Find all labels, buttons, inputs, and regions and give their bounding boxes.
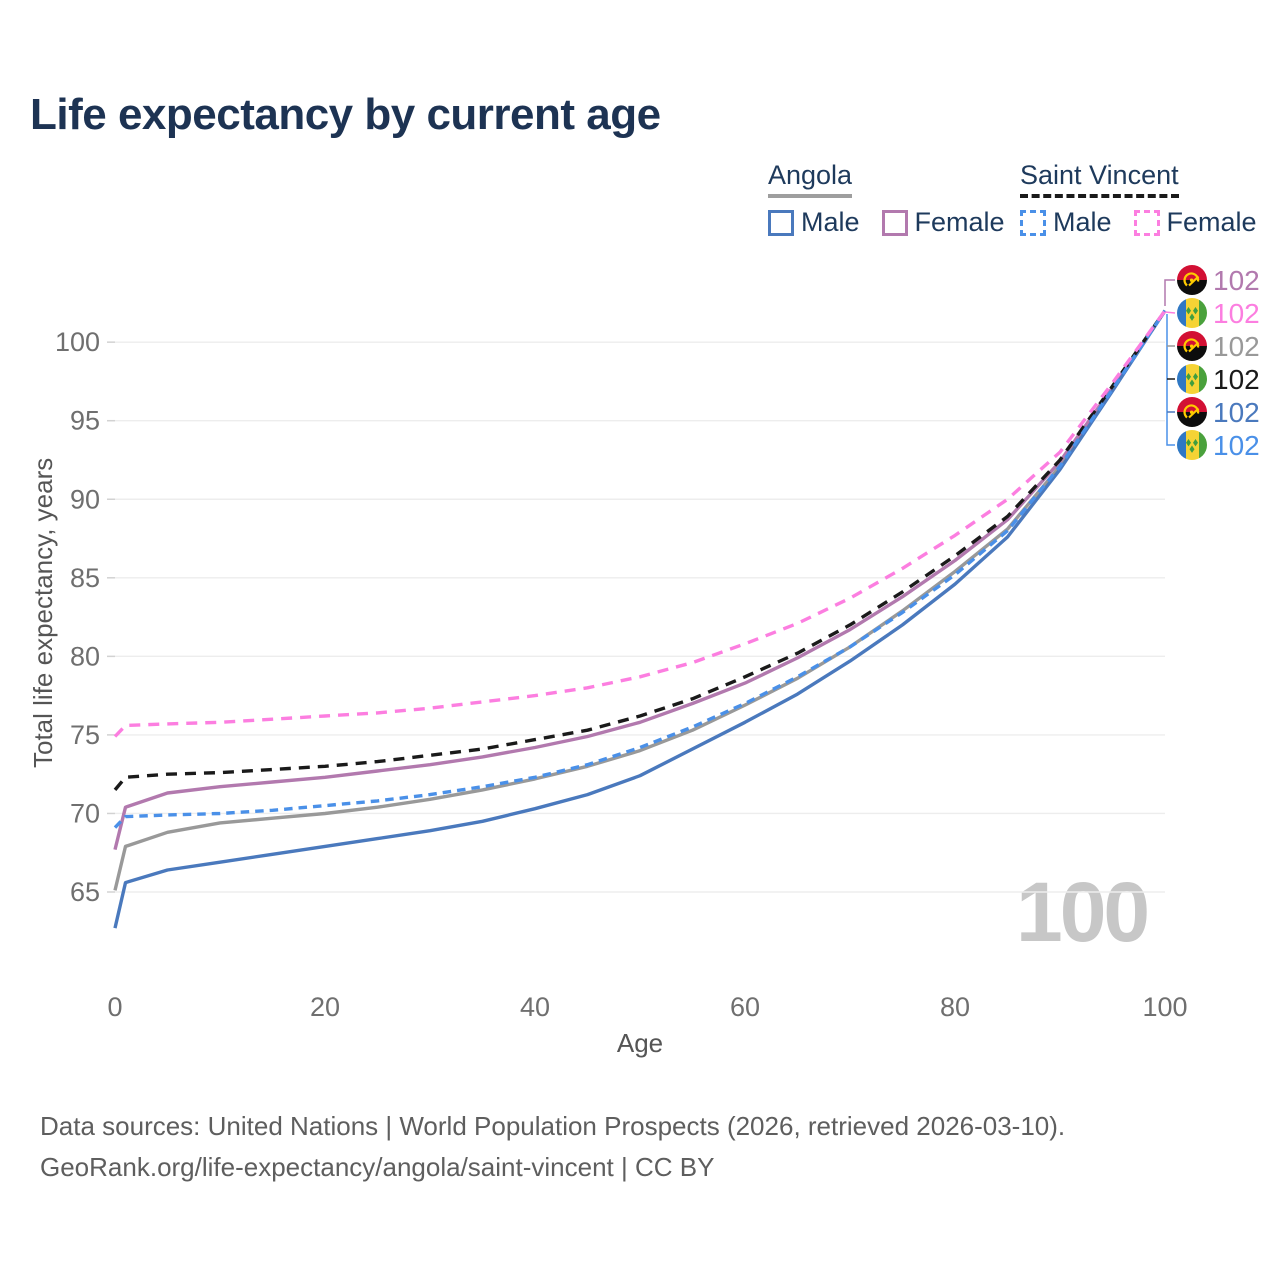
series-line-angola-male[interactable] bbox=[113, 309, 1167, 929]
series-line-angola[interactable] bbox=[113, 309, 1167, 891]
end-value-label-saint-vincent-female: 102 bbox=[1213, 298, 1260, 329]
legend-country-saint-vincent[interactable]: Saint Vincent bbox=[1020, 160, 1179, 198]
angola-flag-icon bbox=[1177, 397, 1207, 427]
page-title: Life expectancy by current age bbox=[30, 90, 661, 139]
x-tick-label: 0 bbox=[107, 992, 122, 1022]
angola-flag-icon bbox=[1177, 331, 1207, 361]
angola-female-swatch-icon bbox=[881, 209, 908, 236]
legend-item-angola-female[interactable]: Female bbox=[881, 207, 1005, 238]
legend-item-saint-vincent-female[interactable]: Female bbox=[1133, 207, 1257, 238]
y-tick-label: 90 bbox=[70, 484, 100, 514]
leader-line bbox=[1166, 314, 1175, 446]
license-line: GeoRank.org/life-expectancy/angola/saint… bbox=[40, 1152, 715, 1182]
saint-vincent-flag-icon bbox=[1177, 298, 1207, 328]
y-tick-label: 100 bbox=[55, 327, 100, 357]
saint-vincent-female-swatch-icon bbox=[1133, 209, 1160, 236]
saint-vincent-flag-icon bbox=[1177, 364, 1207, 394]
y-tick-label: 95 bbox=[70, 406, 100, 436]
x-tick-label: 40 bbox=[520, 992, 550, 1022]
saint-vincent-flag-icon bbox=[1177, 430, 1207, 460]
end-value-label-saint-vincent: 102 bbox=[1213, 364, 1260, 395]
x-axis-title: Age bbox=[616, 1028, 664, 1058]
legend-country-angola[interactable]: Angola bbox=[768, 160, 853, 198]
y-axis-title: Total life expectancy, years bbox=[28, 457, 58, 768]
angola-male-swatch-icon bbox=[768, 209, 794, 236]
data-sources-line: Data sources: United Nations | World Pop… bbox=[40, 1111, 1066, 1141]
legend-group-angola: Angola Male Female bbox=[768, 160, 1027, 238]
x-tick-label: 100 bbox=[1142, 992, 1187, 1022]
series-line-saint-vincent-male[interactable] bbox=[113, 309, 1167, 829]
legend-item-label: Male bbox=[1053, 207, 1112, 237]
end-value-label-angola-male: 102 bbox=[1213, 397, 1260, 428]
series-line-angola-female[interactable] bbox=[113, 309, 1167, 851]
angola-flag-icon bbox=[1177, 265, 1207, 295]
y-tick-label: 70 bbox=[70, 798, 100, 828]
series-line-saint-vincent-female[interactable] bbox=[113, 309, 1167, 738]
leader-line bbox=[1164, 279, 1175, 306]
y-tick-label: 85 bbox=[70, 563, 100, 593]
end-value-label-angola-female: 102 bbox=[1213, 265, 1260, 296]
legend-item-label: Female bbox=[1166, 207, 1257, 237]
legend-items-saint-vincent: Male Female bbox=[1020, 207, 1279, 238]
x-tick-label: 60 bbox=[730, 992, 760, 1022]
legend-item-label: Male bbox=[801, 207, 860, 237]
x-tick-label: 80 bbox=[940, 992, 970, 1022]
end-value-label-saint-vincent-male: 102 bbox=[1213, 430, 1260, 461]
legend-items-angola: Male Female bbox=[768, 207, 1027, 238]
y-tick-label: 80 bbox=[70, 641, 100, 671]
legend-item-angola-male[interactable]: Male bbox=[768, 207, 860, 238]
leader-line bbox=[1164, 311, 1176, 314]
legend-item-saint-vincent-male[interactable]: Male bbox=[1020, 207, 1112, 238]
y-tick-label: 65 bbox=[70, 877, 100, 907]
end-value-label-angola: 102 bbox=[1213, 331, 1260, 362]
y-tick-label: 75 bbox=[70, 720, 100, 750]
series-line-saint-vincent[interactable] bbox=[113, 309, 1167, 791]
x-tick-label: 20 bbox=[310, 992, 340, 1022]
attribution: Data sources: United Nations | World Pop… bbox=[40, 1106, 1065, 1188]
saint-vincent-male-swatch-icon bbox=[1020, 209, 1046, 236]
legend-group-saint-vincent: Saint Vincent Male Female bbox=[1020, 160, 1279, 238]
age-watermark: 100 bbox=[1016, 865, 1150, 959]
legend-item-label: Female bbox=[914, 207, 1005, 237]
